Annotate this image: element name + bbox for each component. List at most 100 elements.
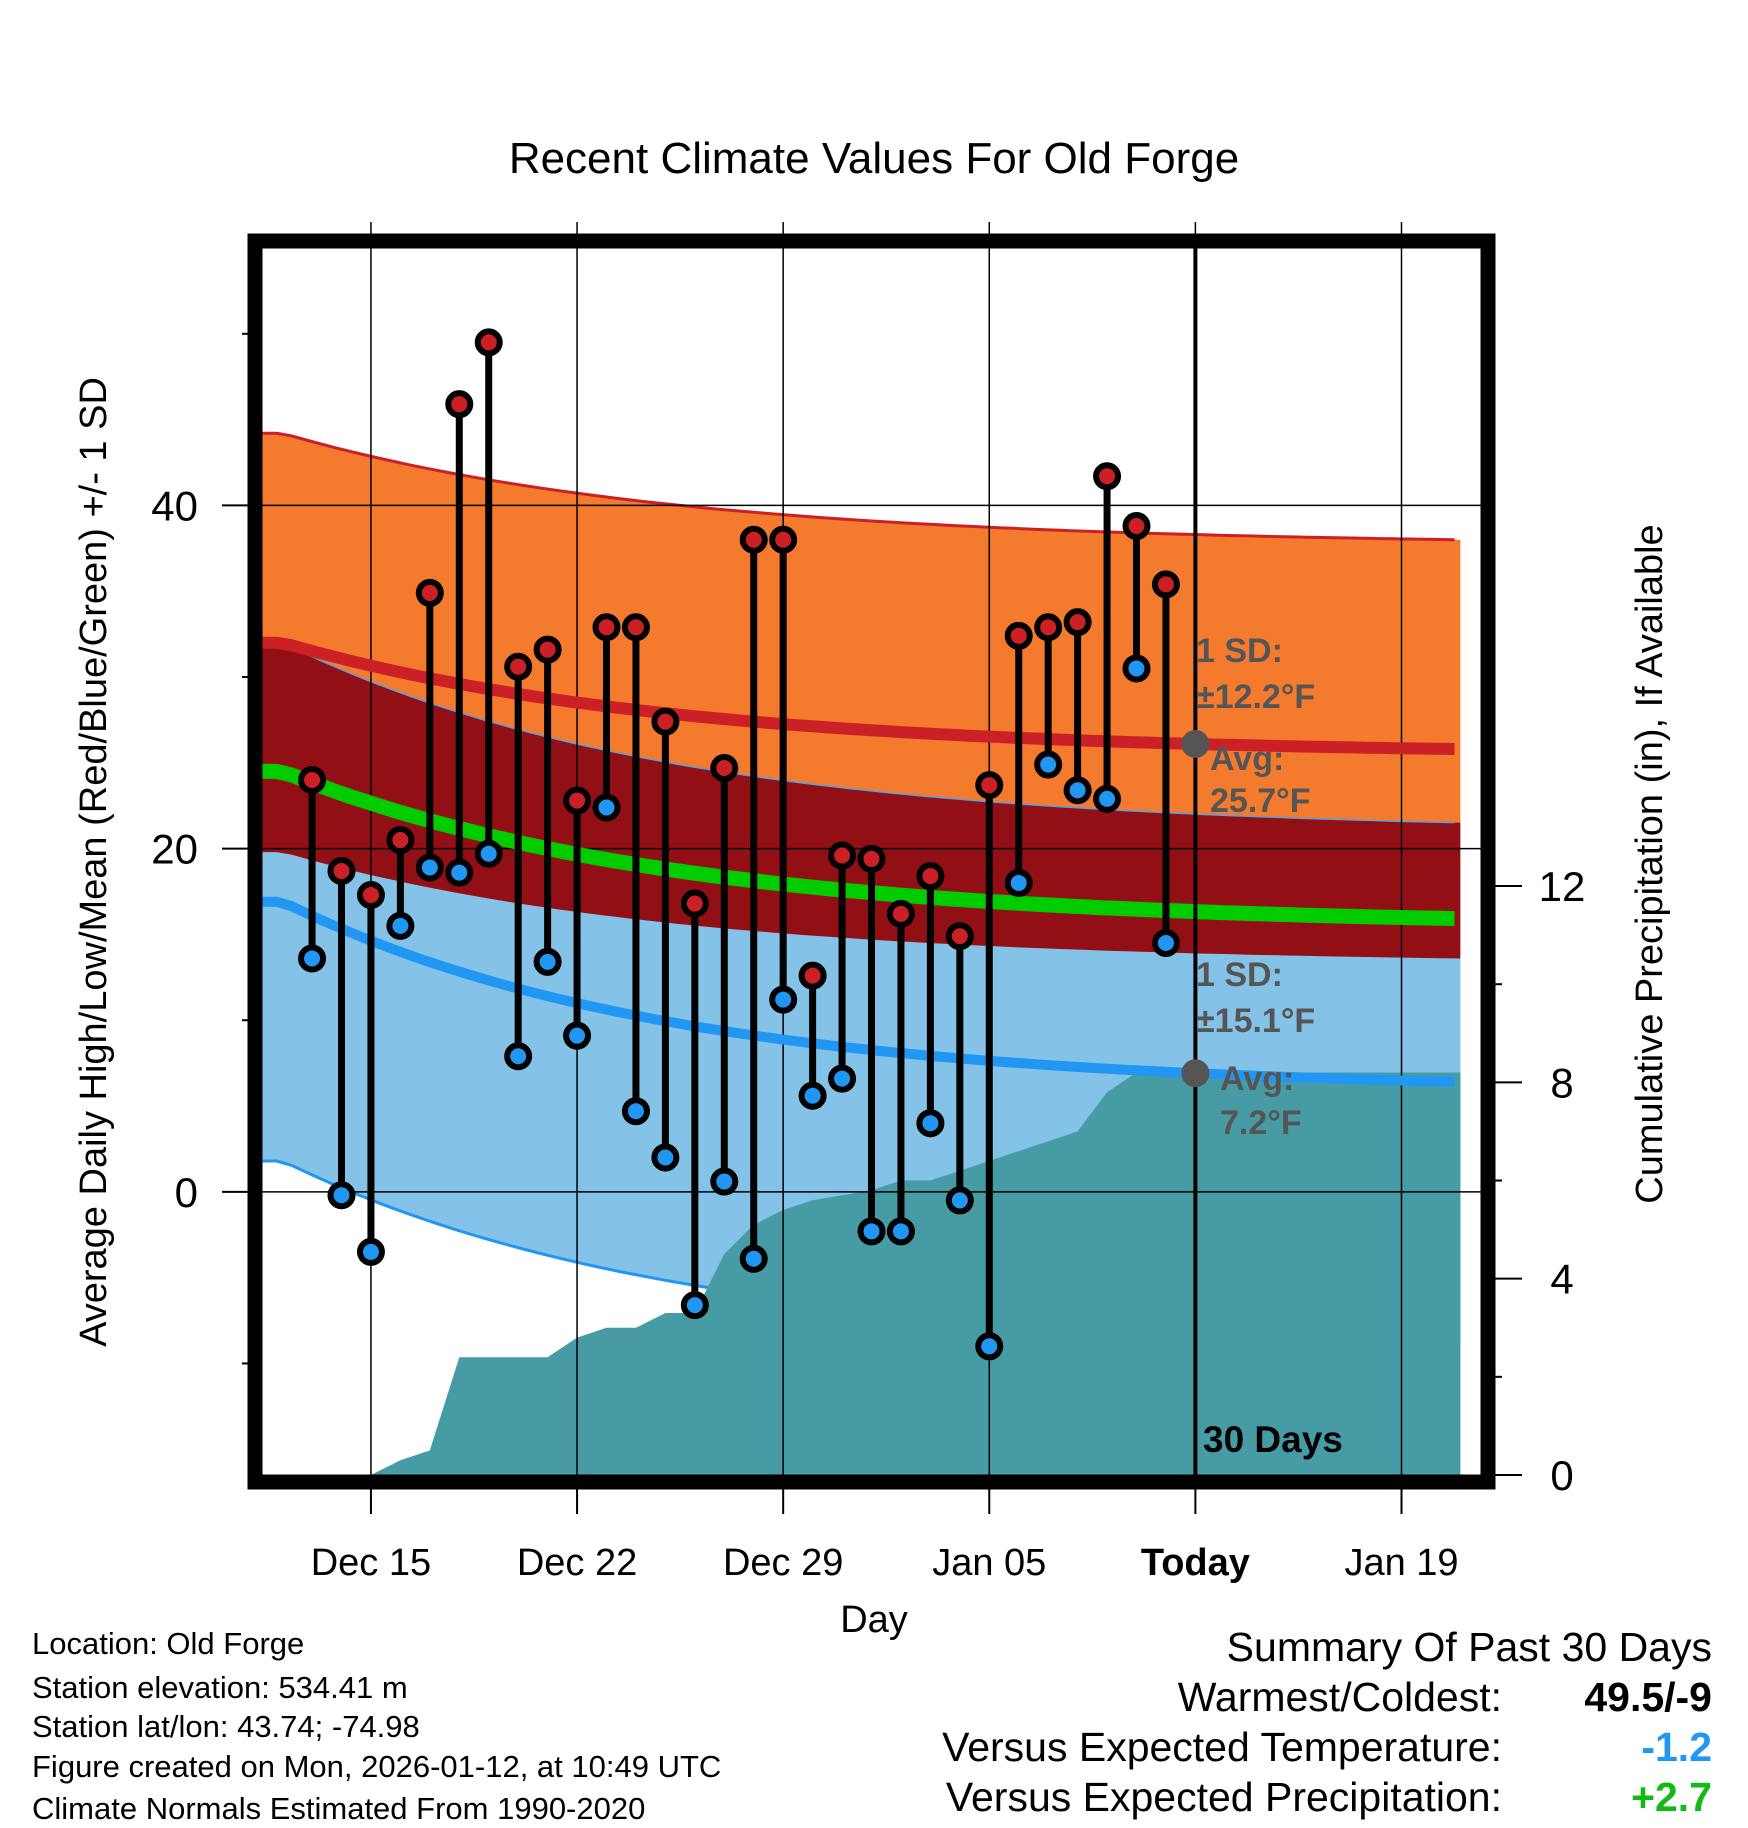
info-location: Location: Old Forge (32, 1626, 305, 1661)
y2-axis-label: Cumulative Precipitation (in), If Availa… (1629, 524, 1671, 1203)
high-point-22 (945, 922, 974, 951)
high-point-12 (651, 707, 680, 736)
low-point-12 (651, 1143, 680, 1172)
normal-low-today-dot (1181, 1059, 1210, 1088)
temp-label: Versus Expected Temperature: (942, 1724, 1502, 1770)
x-tick-label-3: Jan 05 (932, 1542, 1046, 1584)
high-point-20 (886, 899, 915, 928)
info-normals: Climate Normals Estimated From 1990-2020 (32, 1791, 646, 1826)
low-point-22 (945, 1186, 974, 1215)
low-point-13 (680, 1291, 709, 1320)
low-point-24 (1004, 868, 1033, 897)
normal-annotations: 1 SD: ±12.2°F Avg: 25.7°F 1 SD: ±15.1°F Avg: 7.… (1181, 632, 1315, 1142)
normal-low-line (262, 896, 1455, 1087)
annotation-value-2: ±15.1°F (1196, 1002, 1315, 1040)
warmest-coldest-value: 49.5/-9 (1584, 1674, 1712, 1720)
annotation-value-0: ±12.2°F (1196, 678, 1315, 716)
low-point-9 (563, 1021, 592, 1050)
high-point-3 (386, 826, 415, 855)
precipitation-area (262, 1072, 1461, 1475)
cumulative-precip-area (262, 1072, 1461, 1475)
high-point-27 (1093, 462, 1122, 491)
x-axis-label: Day (840, 1599, 908, 1641)
y2-tick-label-2: 8 (1550, 1059, 1573, 1106)
high-point-2 (356, 880, 385, 909)
high-point-23 (975, 771, 1004, 800)
low-point-28 (1122, 654, 1151, 683)
high-point-10 (592, 613, 621, 642)
low-point-6 (474, 839, 503, 868)
low-point-17 (798, 1081, 827, 1110)
high-point-1 (327, 856, 356, 885)
high-point-14 (710, 753, 739, 782)
precip-label: Versus Expected Precipitation: (945, 1774, 1502, 1820)
low-point-18 (828, 1064, 857, 1093)
low-point-21 (916, 1109, 945, 1138)
low-point-10 (592, 793, 621, 822)
temp-value: -1.2 (1641, 1724, 1712, 1770)
y-tick-label-0: 0 (175, 1169, 198, 1216)
high-point-25 (1034, 613, 1063, 642)
low-point-19 (857, 1217, 886, 1246)
summary-temperature: Versus Expected Temperature: -1.2 (942, 1722, 1712, 1772)
low-point-5 (445, 858, 474, 887)
y2-tick-label-1: 4 (1550, 1256, 1573, 1303)
high-point-28 (1122, 512, 1151, 541)
summary-title: Summary Of Past 30 Days (1226, 1624, 1712, 1670)
high-point-26 (1063, 608, 1092, 637)
chart-title: Recent Climate Values For Old Forge (509, 134, 1239, 183)
low-point-27 (1093, 784, 1122, 813)
low-point-23 (975, 1332, 1004, 1361)
normal-high-today-dot (1181, 729, 1210, 758)
low-point-25 (1034, 750, 1063, 779)
y-axis-right: 0 4 8 12 (1488, 863, 1585, 1499)
x-axis: Dec 15 Dec 22 Dec 29 Jan 05 Today Jan 19 (311, 1482, 1459, 1584)
annotation-label-2: 1 SD: (1196, 956, 1283, 994)
summary-precipitation: Versus Expected Precipitation: +2.7 (942, 1772, 1712, 1822)
summary-panel: Summary Of Past 30 Days Warmest/Coldest:… (942, 1622, 1712, 1822)
annotation-label-3: Avg: (1220, 1060, 1294, 1098)
high-point-24 (1004, 621, 1033, 650)
high-point-8 (533, 635, 562, 664)
low-point-8 (533, 947, 562, 976)
annotation-label-0: 1 SD: (1196, 632, 1283, 670)
beyond-normals-blank (1460, 248, 1481, 1475)
high-point-19 (857, 844, 886, 873)
high-point-13 (680, 889, 709, 918)
low-point-26 (1063, 776, 1092, 805)
y-tick-label-1: 20 (151, 826, 198, 873)
high-point-0 (298, 765, 327, 794)
low-point-4 (415, 853, 444, 882)
high-point-18 (828, 841, 857, 870)
warmest-coldest-label: Warmest/Coldest: (1177, 1674, 1502, 1720)
window-label: 30 Days (1203, 1419, 1343, 1460)
plot-frame (247, 233, 1496, 1490)
high-point-17 (798, 961, 827, 990)
x-tick-label-4: Today (1141, 1542, 1250, 1584)
low-point-11 (621, 1097, 650, 1126)
precip-value: +2.7 (1631, 1774, 1712, 1820)
y2-tick-label-0: 0 (1550, 1452, 1573, 1499)
y-tick-label-2: 40 (151, 482, 198, 529)
x-tick-label-1: Dec 22 (517, 1542, 637, 1584)
high-point-7 (504, 652, 533, 681)
info-latlon: Station lat/lon: 43.74; -74.98 (32, 1709, 420, 1744)
high-point-16 (769, 525, 798, 554)
y-axis-left: 0 20 40 (151, 332, 255, 1365)
summary-warmest-coldest: Warmest/Coldest: 49.5/-9 (942, 1672, 1712, 1722)
info-created: Figure created on Mon, 2026-01-12, at 10… (32, 1749, 722, 1784)
annotation-value-3: 7.2°F (1220, 1104, 1302, 1142)
high-point-15 (739, 525, 768, 554)
low-point-29 (1151, 929, 1180, 958)
y-axis-label: Average Daily High/Low/Mean (Red/Blue/Gr… (73, 377, 115, 1347)
low-point-20 (886, 1217, 915, 1246)
high-point-6 (474, 328, 503, 357)
y2-tick-label-3: 12 (1539, 863, 1586, 910)
low-point-16 (769, 985, 798, 1014)
info-elevation: Station elevation: 534.41 m (32, 1670, 408, 1705)
low-point-14 (710, 1167, 739, 1196)
high-point-4 (415, 578, 444, 607)
low-point-1 (327, 1181, 356, 1210)
low-point-15 (739, 1244, 768, 1273)
